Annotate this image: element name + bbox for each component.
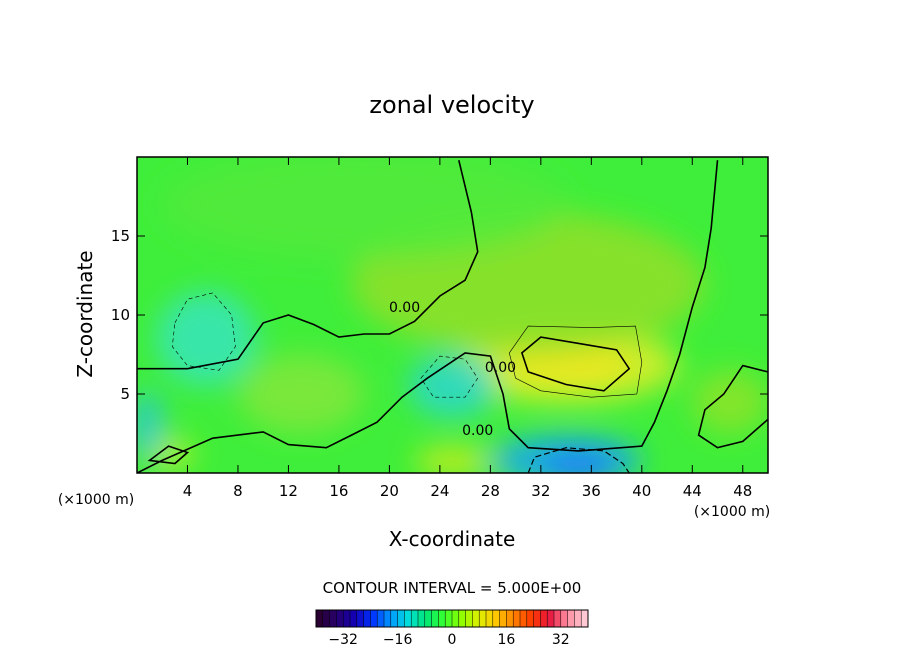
max-contour: [520, 336, 631, 392]
contour-interval-label: CONTOUR INTERVAL = 5.000E+00: [323, 579, 582, 597]
colorbar-segment: [472, 610, 480, 627]
negative-contour: [420, 355, 479, 398]
colorbar-segment: [445, 610, 453, 627]
colorbar-tick-label: −16: [383, 632, 413, 648]
x-tick-label: 16: [329, 482, 348, 500]
field-blob: [692, 370, 768, 434]
field-blob: [137, 390, 163, 461]
colorbar-segment: [397, 610, 405, 627]
x-tick-label: 28: [481, 482, 500, 500]
colorbar-segment: [384, 610, 392, 627]
colorbar-segment: [554, 610, 562, 627]
colorbar-segment: [540, 610, 548, 627]
x-tick-label: 4: [183, 482, 193, 500]
colorbar: −32 −16 0 16 32: [315, 609, 589, 648]
field-blob: [155, 291, 257, 387]
colorbar-segment: [350, 610, 358, 627]
color-field: [137, 157, 768, 473]
colorbar-segment: [343, 610, 351, 627]
colorbar-segment: [499, 610, 507, 627]
colorbar-segment: [574, 610, 582, 627]
field-blob: [540, 452, 617, 473]
x-tick-label: 48: [733, 482, 752, 500]
contour-level-label: 0.00: [462, 423, 493, 439]
colorbar-tick-label: 32: [552, 632, 570, 648]
x-tick-label: 36: [582, 482, 601, 500]
y-units-label: (×1000 m): [694, 504, 770, 520]
colorbar-segment: [411, 610, 419, 627]
colorbar-tick-label: 16: [497, 632, 515, 648]
colorbar-segment: [513, 610, 521, 627]
colorbar-segment: [336, 610, 344, 627]
x-tick-label: 8: [233, 482, 243, 500]
colorbar-frame: [315, 609, 589, 628]
contour-5: [508, 325, 643, 398]
colorbar-tick-label: 0: [448, 632, 457, 648]
x-tick-label: 20: [380, 482, 399, 500]
field-blob: [237, 354, 365, 434]
x-units-label: (×1000 m): [58, 492, 134, 508]
plot-area: 0.00 0.00 0.00: [137, 157, 768, 473]
y-tick-label: 15: [111, 227, 130, 245]
colorbar-segment: [486, 610, 494, 627]
chart-title: zonal velocity: [369, 91, 534, 119]
colorbar-segment: [581, 610, 589, 627]
colorbar-segment: [377, 610, 385, 627]
colorbar-segment: [329, 610, 337, 627]
colorbar-segment: [479, 610, 487, 627]
colorbar-segment: [322, 610, 331, 627]
colorbar-segment: [363, 610, 371, 627]
negative-contour: [171, 292, 236, 371]
colorbar-segment: [356, 610, 365, 627]
y-tick-label: 5: [120, 385, 130, 403]
colorbar-segment: [404, 610, 412, 627]
field-blob: [414, 446, 491, 473]
colorbar-segment: [506, 610, 514, 627]
colorbar-segment: [390, 610, 399, 627]
x-tick-label: 24: [430, 482, 449, 500]
zero-contour: [137, 160, 479, 370]
colorbar-tick-label: −32: [328, 632, 358, 648]
colorbar-segment: [533, 610, 541, 627]
colorbar-segment: [492, 610, 501, 627]
colorbar-segment: [316, 610, 324, 627]
colorbar-segment: [560, 610, 569, 627]
x-axis-label: X-coordinate: [389, 527, 516, 551]
x-tick-label: 32: [531, 482, 550, 500]
colorbar-segment: [452, 610, 460, 627]
y-axis: 5 10 15: [111, 227, 768, 403]
max-contour: [147, 445, 190, 465]
x-tick-label: 44: [683, 482, 702, 500]
x-tick-label: 40: [632, 482, 651, 500]
negative-contour: [527, 447, 630, 473]
colorbar-segment: [370, 610, 378, 627]
colorbar-segment: [547, 610, 555, 627]
colorbar-segment: [458, 610, 467, 627]
colorbar-segment: [567, 610, 575, 627]
zero-contour: [697, 364, 768, 449]
colorbar-segment: [424, 610, 433, 627]
zero-contour: [137, 160, 719, 473]
colorbar-segment: [418, 610, 426, 627]
colorbar-segment: [520, 610, 528, 627]
y-axis-label: Z-coordinate: [73, 250, 97, 377]
colorbar-segment: [438, 610, 446, 627]
contour-level-label: 0.00: [485, 360, 516, 376]
colorbar-segment: [526, 610, 535, 627]
colorbar-segment: [431, 610, 439, 627]
field-blob: [162, 157, 567, 260]
x-axis: 4 8 12 16 20 24 28 32 36 40 44 48: [183, 157, 752, 500]
x-tick-label: 12: [279, 482, 298, 500]
field-blob: [408, 354, 497, 418]
y-tick-label: 10: [111, 306, 130, 324]
colorbar-segment: [465, 610, 473, 627]
contour-lines: 0.00 0.00 0.00: [137, 160, 768, 473]
contour-level-label: 0.00: [389, 300, 420, 316]
